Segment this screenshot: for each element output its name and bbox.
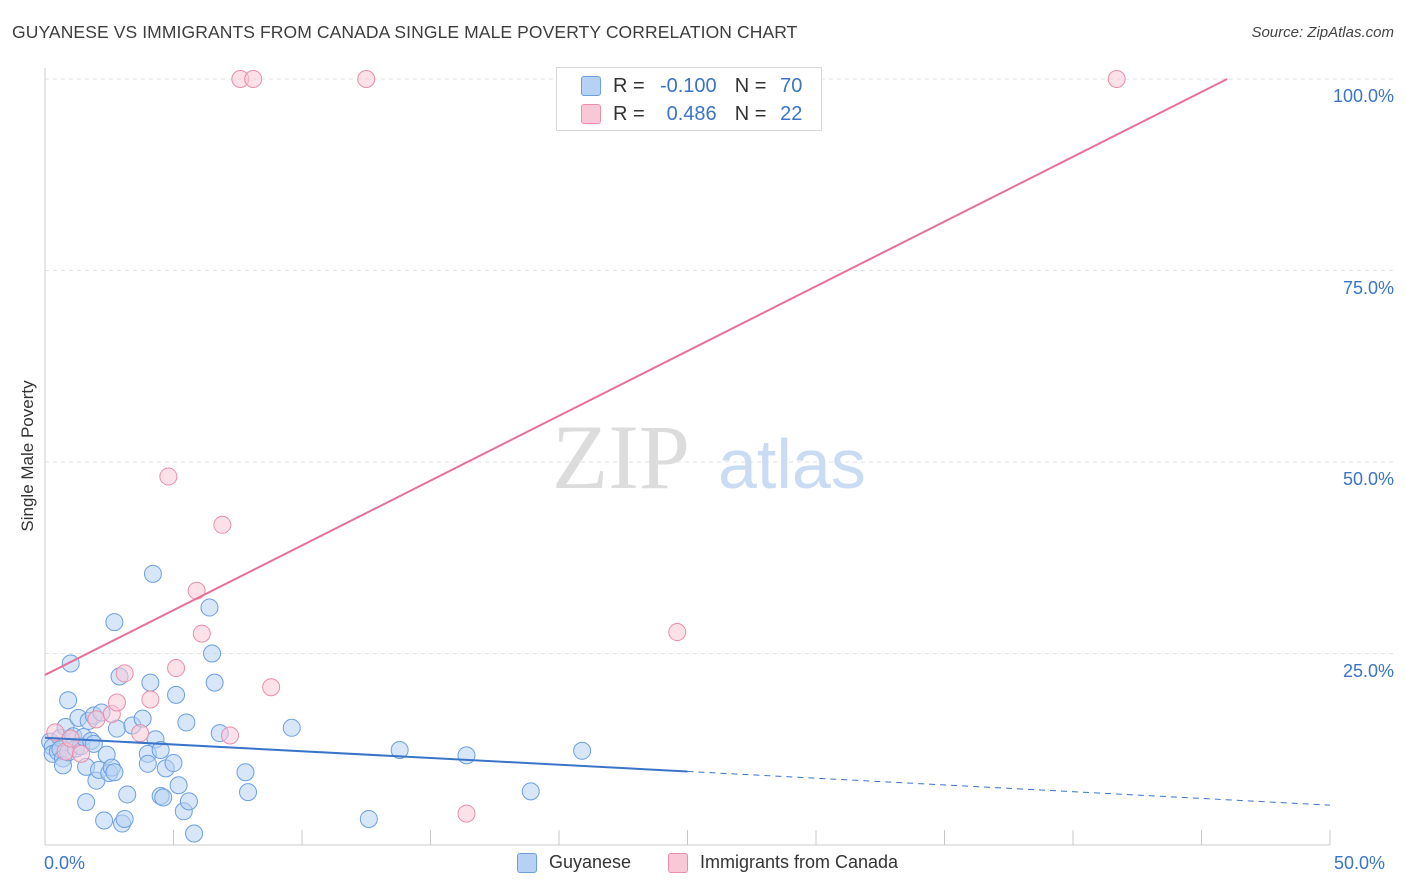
data-point (359, 809, 378, 828)
legend-r-value-canada: 0.486 (666, 102, 717, 125)
legend-n-label: N = (734, 74, 767, 97)
legend-r-value-guyanese: -0.100 (659, 74, 717, 97)
data-point (164, 754, 183, 773)
legend-label-canada: Immigrants from Canada (700, 852, 899, 872)
watermark-zip: ZIP (552, 406, 690, 508)
legend-swatch-canada (581, 104, 601, 124)
data-point (205, 673, 224, 692)
legend-swatch-guyanese (581, 76, 601, 96)
source-attribution: Source: ZipAtlas.com (1251, 24, 1394, 41)
data-point (105, 613, 124, 632)
data-point (521, 782, 540, 801)
y-tick-label: 25.0% (1342, 660, 1394, 681)
x-tick-label-max: 50.0% (1334, 853, 1386, 873)
data-point (95, 811, 114, 830)
data-point (457, 804, 476, 823)
data-point (141, 690, 160, 709)
legend-r-label: R = (613, 74, 645, 97)
data-point (169, 776, 188, 795)
x-tick-label-min: 0.0% (44, 853, 86, 873)
data-point (71, 744, 90, 763)
legend-item-guyanese[interactable]: Guyanese (517, 852, 631, 873)
series-canada-points (46, 70, 1126, 823)
legend-n-label: N = (734, 102, 767, 125)
data-point (154, 788, 173, 807)
data-point (77, 793, 96, 812)
data-point (179, 792, 198, 811)
data-point (167, 685, 186, 704)
legend-item-canada[interactable]: Immigrants from Canada (668, 852, 898, 873)
data-point (46, 723, 65, 742)
data-point (115, 809, 134, 828)
y-tick-label: 75.0% (1342, 277, 1394, 298)
data-point (159, 467, 178, 486)
data-point (1107, 70, 1126, 88)
trend-line-canada (44, 78, 1228, 676)
correlation-legend: R = -0.100 N = 70 R = 0.486 N = 22 (556, 67, 822, 131)
data-point (390, 741, 409, 760)
data-point (185, 824, 204, 843)
data-point (143, 564, 162, 583)
data-point (213, 515, 232, 534)
data-point (59, 691, 78, 710)
trend-lines (44, 78, 1331, 806)
data-point (61, 654, 80, 673)
data-point (141, 673, 160, 692)
y-tick-label: 50.0% (1342, 469, 1394, 489)
data-point (236, 763, 255, 782)
data-point (167, 659, 186, 678)
watermark: ZIP atlas (552, 406, 866, 508)
data-point (200, 598, 219, 617)
data-point (115, 664, 134, 683)
data-point (105, 763, 124, 782)
data-point (151, 741, 170, 760)
legend-swatch-guyanese (517, 852, 537, 873)
legend-label-guyanese: Guyanese (549, 852, 632, 872)
data-point (107, 693, 126, 712)
data-point (573, 741, 592, 760)
data-point (138, 754, 157, 773)
data-point (177, 713, 196, 732)
legend-row-canada: R = 0.486 N = 22 (581, 102, 802, 126)
legend-swatch-canada (668, 852, 688, 873)
y-tick-label: 100.0% (1332, 86, 1394, 106)
legend-r-label: R = (613, 102, 645, 125)
data-point (187, 581, 206, 600)
data-point (262, 678, 281, 697)
data-point (457, 746, 476, 765)
data-point (118, 785, 137, 804)
data-point (668, 623, 687, 642)
data-point (239, 783, 258, 802)
trend-line-guyanese-extension (687, 770, 1331, 806)
gridlines (45, 78, 1395, 654)
legend-n-value-guyanese: 70 (780, 74, 803, 97)
data-point (87, 710, 106, 729)
legend-row-guyanese: R = -0.100 N = 70 (581, 74, 802, 98)
chart-title: GUYANESE VS IMMIGRANTS FROM CANADA SINGL… (12, 22, 798, 42)
watermark-atlas: atlas (718, 425, 866, 503)
data-point (131, 724, 150, 743)
data-point (221, 726, 240, 745)
data-point (203, 644, 222, 663)
axes (44, 68, 1331, 846)
data-point (244, 70, 263, 88)
data-point (282, 718, 301, 737)
data-point (192, 624, 211, 643)
legend-n-value-canada: 22 (780, 102, 803, 125)
data-point (357, 70, 376, 88)
trend-line-guyanese (44, 736, 688, 773)
